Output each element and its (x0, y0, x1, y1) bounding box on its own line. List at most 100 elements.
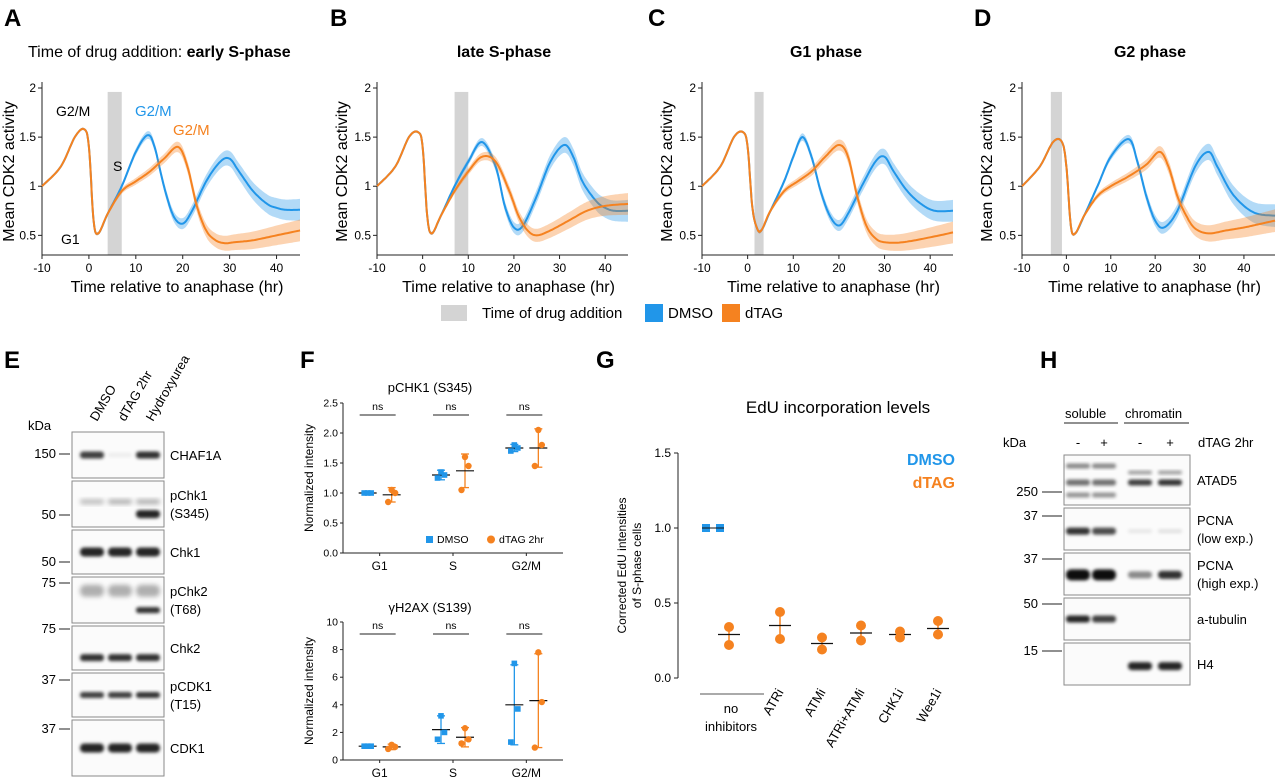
blot-h-row-label: H4 (1197, 657, 1214, 672)
data-point-dmso (441, 472, 448, 478)
panel-letter-a: A (4, 5, 21, 32)
y-tick-label: 2 (689, 81, 696, 95)
x-tick-label: -10 (33, 261, 51, 275)
blot-e-lane-label: DMSO (87, 382, 119, 423)
data-point-dtag (391, 743, 399, 751)
annotation-g2m-dtag: G2/M (173, 122, 210, 139)
blot-e-kda-label: kDa (28, 418, 52, 433)
blot-band (1158, 529, 1182, 534)
series-band-dtag (42, 127, 300, 251)
series-band-dmso (42, 127, 300, 236)
blot-h-lane-sign: - (1076, 435, 1080, 450)
data-point-dmso (508, 739, 514, 745)
y-tick-label: 1.5 (679, 130, 696, 144)
blot-h-marker: 37 (1024, 551, 1038, 566)
x-tick-label: 20 (1148, 261, 1162, 275)
y-tick-label: 6 (332, 672, 338, 684)
blot-e-row-label: Chk2 (170, 641, 200, 656)
data-point-dtag (531, 462, 539, 470)
x-tick-label: G1 (372, 766, 388, 780)
y-tick-label: 4 (332, 699, 338, 711)
legend-dtag-swatch (722, 304, 740, 322)
legend-dtag-label: dTAG (745, 305, 783, 322)
x-axis-title: Time relative to anaphase (hr) (71, 279, 284, 296)
blot-band (80, 547, 104, 557)
panel-letter-d: D (974, 5, 991, 32)
drug-addition-window (107, 91, 122, 255)
blot-h-marker: 250 (1016, 484, 1038, 499)
blot-band (1092, 615, 1116, 623)
data-point-dtag (531, 744, 539, 751)
y-tick-label: 1.5 (323, 458, 338, 470)
data-point-dtag (461, 725, 469, 732)
blot-strip (71, 576, 165, 624)
blot-h-row-label: PCNA (1197, 513, 1233, 528)
x-tick-label: 0 (419, 261, 426, 275)
blot-h-lane-sign: - (1138, 435, 1142, 450)
blot-e-row-label: pCDK1 (170, 679, 212, 694)
data-point-dtag (895, 632, 905, 643)
blot-band (136, 547, 160, 557)
blot-e-row-label: Chk1 (170, 545, 200, 560)
y-tick-label: 0.5 (19, 228, 36, 242)
blot-panel-h: soluble chromatin kDa - + - + dTAG 2hr 250 ATAD5 3… (1003, 406, 1258, 686)
blot-band (136, 743, 160, 753)
y-axis-title: Normalized intensity (302, 637, 316, 745)
y-tick-label: 2 (364, 81, 371, 95)
y-tick-label: 1 (1009, 179, 1016, 193)
panel-letter-h: H (1040, 347, 1057, 374)
series-line-dtag (1021, 138, 1276, 236)
legend-drug-swatch (441, 305, 467, 321)
panel-letter-e: E (4, 347, 20, 374)
panel-letter-f: F (300, 347, 315, 374)
blot-band (108, 547, 132, 557)
y-axis-title-line1: Corrected EdU intensities (615, 497, 629, 633)
data-point-dtag (856, 635, 866, 646)
y-tick-label: 0.5 (654, 596, 671, 610)
data-point-dmso (368, 490, 374, 496)
x-tick-label: 30 (223, 261, 237, 275)
panel-g-chart: 0.0 0.5 1.0 1.5 Corrected EdU intensities of … (615, 446, 949, 750)
data-point-dtag (458, 740, 465, 747)
y-tick-label: 2 (29, 81, 36, 95)
x-tick-label: 0 (744, 261, 751, 275)
annotation-g1: G1 (61, 231, 80, 247)
blot-band (108, 584, 132, 597)
panel-f-top-chart: 0.0 0.5 1.0 1.5 2.0 2.5 Normalized intensity G1… (302, 398, 563, 573)
significance-label: ns (519, 401, 530, 413)
y-tick-label: 1.5 (354, 130, 371, 144)
legend-drug-label: Time of drug addition (482, 305, 622, 322)
data-point-dmso (515, 706, 521, 712)
blot-h-lane-sign: + (1166, 435, 1174, 450)
panel-f-legend-dtag-marker (487, 535, 495, 544)
x-tick-label: -10 (1013, 261, 1031, 275)
blot-e-marker: 50 (42, 554, 56, 569)
blot-e-row-sublabel: (S345) (170, 506, 209, 521)
panel-letter-c: C (648, 5, 665, 32)
significance-label: ns (445, 620, 456, 632)
blot-band (136, 451, 160, 459)
data-point-dtag (933, 616, 943, 626)
series-line-dtag (701, 130, 954, 244)
y-tick-label: 0.5 (323, 518, 338, 530)
panel-b-title: late S-phase (457, 44, 551, 61)
series-band-dmso (1022, 134, 1275, 237)
y-tick-label: 1.0 (323, 488, 338, 500)
significance-label: ns (372, 401, 383, 413)
data-point-dmso (361, 490, 367, 496)
x-axis-title: Time relative to anaphase (hr) (727, 279, 940, 296)
data-point-dtag (775, 634, 785, 644)
blot-e-row-sublabel: (T15) (170, 697, 201, 712)
data-point-dmso (441, 729, 448, 736)
data-point-dtag (775, 607, 785, 617)
data-point-dtag (856, 620, 866, 631)
y-tick-label: 1.0 (654, 521, 671, 535)
series-line-dmso (41, 127, 300, 235)
data-point-dmso (515, 445, 521, 451)
data-point-dtag (465, 736, 472, 743)
cdk2-chart-c: -10 0 10 20 30 40 0.5 1 1.5 2 Time relative to ana… (659, 81, 954, 296)
data-point-dmso (434, 475, 441, 481)
blot-e-row-sublabel: (T68) (170, 602, 201, 617)
data-point-dtag (461, 453, 469, 461)
